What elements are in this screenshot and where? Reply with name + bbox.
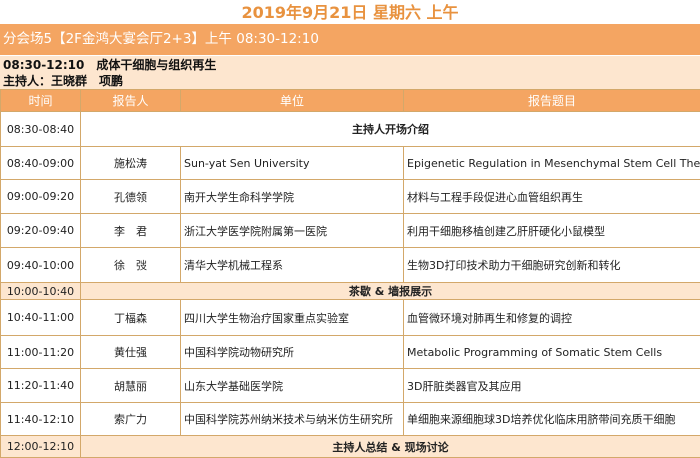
unit-cell: 山东大学基础医学院 [181,369,404,403]
topic-cell: 利用干细胞移植创建乙肝肝硬化小鼠模型 [404,214,700,248]
topic-cell: 3D肝脏类器官及其应用 [404,369,700,403]
unit-cell: 中国科学院苏州纳米技术与纳米仿生研究所 [181,403,404,436]
session-topic: 08:30-12:10 成体干细胞与组织再生 [3,56,700,73]
speaker-cell: 索广力 [81,403,181,436]
speaker-cell: 黄仕强 [81,336,181,369]
unit-cell: 南开大学生命科学学院 [181,180,404,214]
merged-activity-cell: 主持人总结 & 现场讨论 [81,436,700,458]
topic-cell: 生物3D打印技术助力干细胞研究创新和转化 [404,248,700,283]
time-cell: 12:00-12:10 [1,436,81,458]
speaker-cell: 施松涛 [81,147,181,180]
unit-cell: 中国科学院动物研究所 [181,336,404,369]
speaker-cell: 徐 弢 [81,248,181,283]
time-cell: 11:40-12:10 [1,403,81,436]
topic-cell: 单细胞来源细胞球3D培养优化临床用脐带间充质干细胞 [404,403,700,436]
session-hosts: 主持人：王晓群 项鹏 [3,73,700,89]
merged-activity-cell: 主持人开场介绍 [81,112,700,147]
speaker-cell: 丁楅森 [81,300,181,336]
unit-cell: 清华大学机械工程系 [181,248,404,283]
topic-cell: Epigenetic Regulation in Mesenchymal Ste… [404,147,700,180]
time-cell: 09:20-09:40 [1,214,81,248]
time-cell: 08:30-08:40 [1,112,81,147]
time-cell: 09:40-10:00 [1,248,81,283]
topic-cell: 血管微环境对肺再生和修复的调控 [404,300,700,336]
speaker-cell: 胡慧丽 [81,369,181,403]
speaker-cell: 李 君 [81,214,181,248]
time-cell: 08:40-09:00 [1,147,81,180]
speaker-cell: 孔德领 [81,180,181,214]
unit-cell: 浙江大学医学院附属第一医院 [181,214,404,248]
time-cell: 09:00-09:20 [1,180,81,214]
session-banner: 分会场5【2F金鸿大宴会厅2+3】上午 08:30-12:10 [0,24,700,56]
table-header: 时间 报告人 单位 报告题目 [1,90,700,112]
col-unit: 单位 [181,90,404,112]
unit-cell: 四川大学生物治疗国家重点实验室 [181,300,404,336]
time-cell: 11:20-11:40 [1,369,81,403]
time-cell: 11:00-11:20 [1,336,81,369]
page-title: 2019年9月21日 星期六 上午 [0,0,700,24]
time-cell: 10:40-11:00 [1,300,81,336]
merged-activity-cell: 茶歇 & 墙报展示 [81,283,700,300]
session-subheader: 08:30-12:10 成体干细胞与组织再生 主持人：王晓群 项鹏 [0,56,700,89]
time-cell: 10:00-10:40 [1,283,81,300]
col-topic: 报告题目 [404,90,700,112]
topic-cell: 材料与工程手段促进心血管组织再生 [404,180,700,214]
col-time: 时间 [1,90,81,112]
unit-cell: Sun-yat Sen University [181,147,404,180]
topic-cell: Metabolic Programming of Somatic Stem Ce… [404,336,700,369]
col-speaker: 报告人 [81,90,181,112]
